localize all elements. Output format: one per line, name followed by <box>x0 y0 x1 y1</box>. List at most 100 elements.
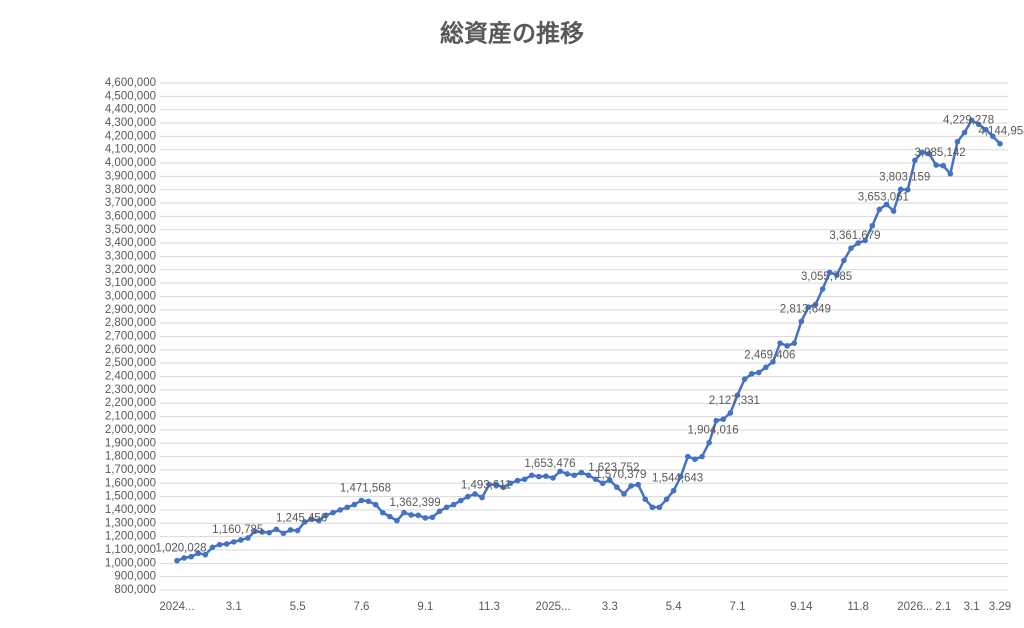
data-point <box>493 481 500 488</box>
y-tick-label: 4,100,000 <box>105 144 156 156</box>
data-label: 2,813,649 <box>780 303 831 315</box>
data-point <box>550 475 556 481</box>
data-point <box>748 371 755 377</box>
data-point <box>259 529 265 535</box>
data-point <box>245 535 251 541</box>
data-label: 1,544,643 <box>652 473 703 485</box>
data-point <box>834 272 840 278</box>
data-point <box>890 208 897 214</box>
data-point <box>926 150 932 157</box>
data-point <box>372 501 379 508</box>
data-point <box>507 480 514 487</box>
data-point <box>677 473 684 480</box>
data-point <box>912 157 918 164</box>
data-label: 1,570,379 <box>595 469 646 481</box>
data-point <box>826 269 833 276</box>
x-tick-label: 3.3 <box>602 601 618 613</box>
data-point <box>415 512 422 519</box>
y-tick-label: 1,400,000 <box>105 504 156 516</box>
data-label: 3,653,061 <box>858 191 909 203</box>
data-point <box>869 222 876 229</box>
y-tick-label: 3,700,000 <box>105 197 156 209</box>
data-point <box>713 417 720 424</box>
x-tick-label: 2024... <box>159 601 194 613</box>
data-point <box>351 501 358 508</box>
data-point <box>174 557 180 564</box>
data-point <box>862 237 868 244</box>
y-tick-label: 4,300,000 <box>105 117 156 129</box>
data-point <box>287 527 294 533</box>
data-point <box>223 541 230 547</box>
data-point <box>209 544 216 551</box>
data-point <box>422 515 429 521</box>
data-label: 3,055,785 <box>801 271 852 283</box>
y-tick-label: 3,400,000 <box>105 237 156 249</box>
data-point <box>919 149 925 156</box>
data-point <box>479 494 485 501</box>
x-tick-label: 7.6 <box>353 601 369 613</box>
y-tick-label: 4,200,000 <box>105 130 156 142</box>
y-tick-label: 3,200,000 <box>105 264 156 276</box>
data-label: 1,623,752 <box>588 462 639 474</box>
data-point <box>457 497 464 504</box>
data-point <box>798 318 805 325</box>
data-point <box>656 504 663 511</box>
y-tick-label: 4,600,000 <box>105 77 156 89</box>
data-point <box>401 509 407 516</box>
y-tick-label: 2,600,000 <box>105 344 156 356</box>
data-point <box>805 304 812 310</box>
y-tick-label: 2,500,000 <box>105 357 156 369</box>
y-tick-label: 1,900,000 <box>105 437 156 449</box>
chart-title: 総資産の推移 <box>440 19 584 47</box>
y-tick-label: 900,000 <box>114 571 156 583</box>
data-point <box>841 257 847 264</box>
x-tick-label: 2025... <box>535 601 570 613</box>
data-point <box>436 508 443 515</box>
data-point <box>181 555 187 561</box>
data-label: 1,245,456 <box>276 513 327 525</box>
data-point <box>685 453 691 460</box>
data-point <box>273 526 280 533</box>
y-tick-label: 3,000,000 <box>105 291 156 303</box>
data-point <box>564 471 571 477</box>
data-point <box>316 517 322 524</box>
data-point <box>528 472 535 479</box>
data-point <box>848 245 854 252</box>
data-point <box>599 480 606 487</box>
data-point <box>500 484 507 491</box>
data-point <box>720 416 727 423</box>
data-point <box>486 481 492 488</box>
data-point <box>585 472 592 479</box>
data-point <box>904 186 911 193</box>
data-point <box>301 519 308 525</box>
data-label: 1,653,476 <box>524 458 575 470</box>
y-tick-label: 2,300,000 <box>105 384 156 396</box>
data-point <box>968 117 975 124</box>
data-point <box>330 509 336 516</box>
data-point <box>514 477 521 484</box>
data-point <box>379 509 386 516</box>
data-label: 4,144,958 <box>978 126 1024 138</box>
data-point <box>202 551 209 558</box>
data-point <box>947 170 954 177</box>
x-tick-label: 3.1 <box>964 601 980 613</box>
data-point <box>337 507 343 513</box>
data-point <box>975 121 982 128</box>
data-point <box>614 484 620 491</box>
data-point <box>230 539 237 545</box>
data-point <box>365 498 372 505</box>
data-point <box>557 468 563 475</box>
data-point <box>621 491 627 497</box>
data-label: 1,160,785 <box>212 524 263 536</box>
data-point <box>734 392 741 399</box>
data-point <box>876 206 883 213</box>
x-tick-label: 5.4 <box>666 601 683 613</box>
y-tick-label: 2,900,000 <box>105 304 156 316</box>
x-tick-label: 2.1 <box>935 601 951 613</box>
data-point <box>755 369 762 376</box>
y-tick-label: 2,200,000 <box>105 397 156 409</box>
y-tick-label: 1,800,000 <box>105 451 156 463</box>
y-tick-label: 1,100,000 <box>105 544 156 556</box>
data-label: 2,469,406 <box>744 349 795 361</box>
y-tick-label: 1,600,000 <box>105 477 156 489</box>
